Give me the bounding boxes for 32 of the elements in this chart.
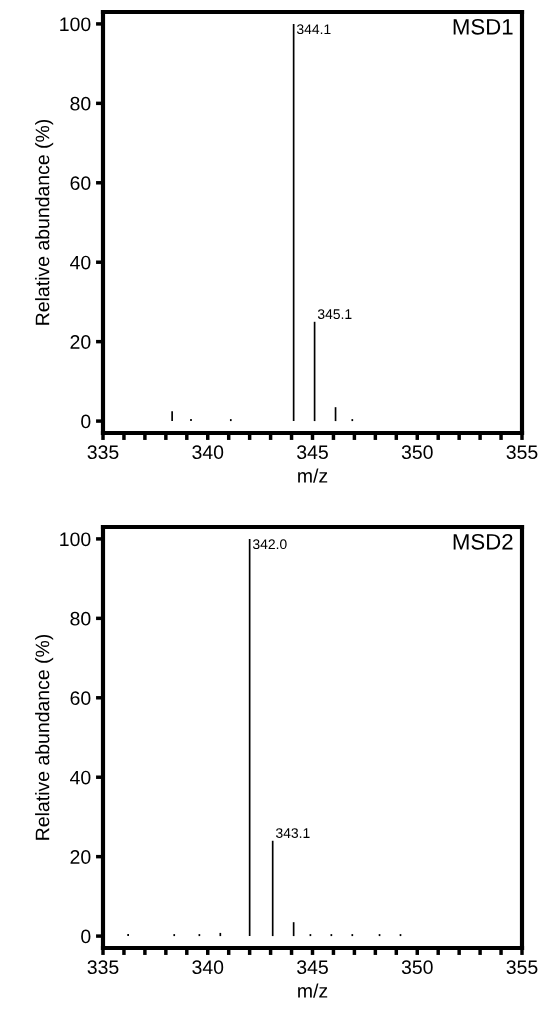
x-tick-label: 350 — [401, 445, 433, 460]
x-tick-label: 335 — [87, 445, 119, 460]
y-tick-label: 100 — [60, 17, 91, 32]
y-axis-title: Relative abundance (%) — [35, 119, 54, 325]
y-tick-label: 0 — [81, 929, 91, 944]
y-tick-label: 100 — [60, 532, 91, 547]
x-tick-label: 345 — [297, 960, 328, 975]
y-tick-label: 20 — [70, 335, 91, 349]
x-tick-label: 340 — [192, 445, 224, 460]
y-tick-label: 40 — [70, 255, 91, 270]
x-tick-label: 350 — [401, 960, 433, 975]
annotation: 345.1 — [317, 309, 352, 320]
y-tick-label: 0 — [81, 414, 91, 429]
chart-title: MSD1 — [453, 18, 513, 35]
y-tick-label: 60 — [70, 176, 91, 191]
y-tick-label: 40 — [70, 770, 91, 785]
x-tick-label: 355 — [506, 960, 538, 975]
x-tick-label: 340 — [192, 960, 224, 975]
y-tick-label: 60 — [70, 691, 91, 706]
x-tick-label: 335 — [87, 960, 119, 975]
x-axis-title: m/z — [298, 983, 328, 998]
chart-title: MSD2 — [453, 533, 513, 550]
y-axis-title: Relative abundance (%) — [35, 634, 54, 840]
annotation: 343.1 — [276, 828, 310, 839]
annotation: 342.0 — [252, 539, 287, 550]
x-tick-label: 355 — [506, 445, 538, 460]
y-tick-label: 80 — [70, 611, 91, 626]
x-tick-label: 345 — [297, 445, 328, 460]
y-tick-label: 20 — [70, 850, 91, 864]
annotation: 344.1 — [296, 24, 331, 35]
y-tick-label: 80 — [70, 96, 91, 111]
x-axis-title: m/z — [298, 468, 328, 483]
